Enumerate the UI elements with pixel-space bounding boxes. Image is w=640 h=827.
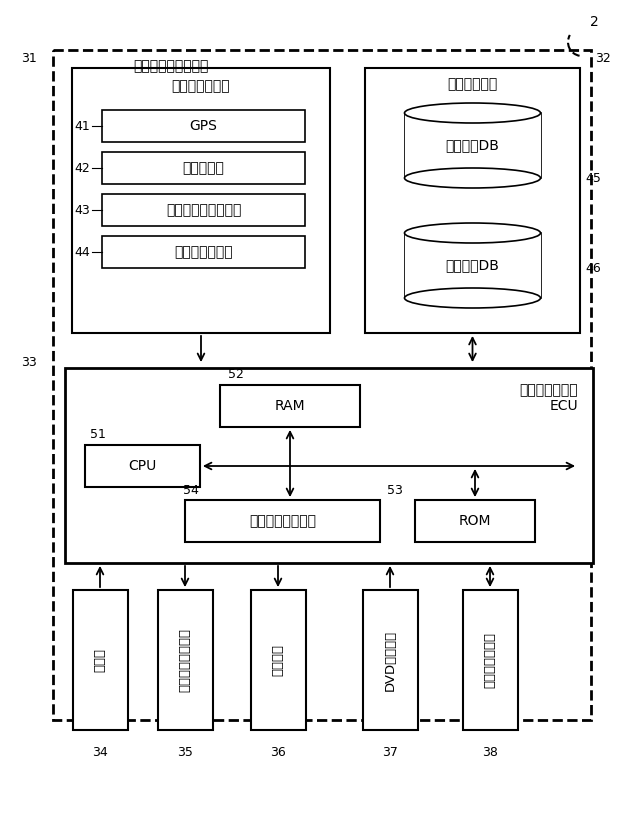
Text: GPS: GPS — [189, 119, 218, 133]
Text: 42: 42 — [74, 161, 90, 174]
Bar — [65, 368, 593, 563]
Ellipse shape — [404, 288, 541, 308]
Bar — [404, 113, 541, 178]
Text: スピーカ: スピーカ — [271, 644, 285, 676]
Text: 46: 46 — [585, 261, 601, 275]
Text: 36: 36 — [270, 745, 286, 758]
Bar — [220, 385, 360, 427]
Text: 38: 38 — [482, 745, 498, 758]
Bar — [365, 68, 580, 333]
Text: ステアリングセンサ: ステアリングセンサ — [166, 203, 241, 217]
Text: DVDドライブ: DVDドライブ — [383, 629, 397, 691]
Text: 車速センサ: 車速センサ — [182, 161, 225, 175]
Ellipse shape — [404, 103, 541, 123]
Text: ROM: ROM — [459, 514, 492, 528]
Text: 33: 33 — [21, 356, 37, 369]
Text: 53: 53 — [387, 484, 403, 496]
Bar — [102, 194, 305, 226]
Bar — [102, 236, 305, 268]
Bar — [362, 590, 417, 730]
Text: 地図情報DB: 地図情報DB — [445, 138, 499, 152]
Text: 35: 35 — [177, 745, 193, 758]
Bar — [102, 152, 305, 184]
Text: 32: 32 — [595, 51, 611, 65]
Bar — [185, 500, 380, 542]
Text: 44: 44 — [74, 246, 90, 259]
Text: 操作部: 操作部 — [93, 648, 106, 672]
Text: 51: 51 — [90, 428, 106, 442]
Text: 41: 41 — [74, 119, 90, 132]
Text: 45: 45 — [585, 171, 601, 184]
Bar — [85, 445, 200, 487]
Text: フラッシュメモリ: フラッシュメモリ — [249, 514, 316, 528]
Bar — [157, 590, 212, 730]
Text: データ記録部: データ記録部 — [447, 77, 498, 91]
Bar — [72, 68, 330, 333]
Text: ECU: ECU — [549, 399, 578, 413]
Text: 37: 37 — [382, 745, 398, 758]
Text: ジャイロセンサ: ジャイロセンサ — [174, 245, 233, 259]
Text: ナビゲーション: ナビゲーション — [520, 383, 578, 397]
Bar — [415, 500, 535, 542]
Bar — [72, 590, 127, 730]
Bar — [53, 50, 591, 720]
Text: 液晶ディスプレイ: 液晶ディスプレイ — [179, 628, 191, 692]
Text: 通信モジュール: 通信モジュール — [483, 632, 497, 688]
Bar — [463, 590, 518, 730]
Text: 配信情報DB: 配信情報DB — [445, 259, 499, 273]
Ellipse shape — [404, 168, 541, 188]
Text: 43: 43 — [74, 203, 90, 217]
Text: CPU: CPU — [129, 459, 157, 473]
Text: RAM: RAM — [275, 399, 305, 413]
Text: ナビゲーション装置: ナビゲーション装置 — [133, 59, 209, 73]
Text: 2: 2 — [590, 15, 599, 29]
Bar — [102, 110, 305, 142]
Text: 34: 34 — [92, 745, 108, 758]
Text: 31: 31 — [21, 51, 37, 65]
Bar — [404, 233, 541, 298]
Ellipse shape — [404, 223, 541, 243]
Text: 現在位置検出部: 現在位置検出部 — [172, 79, 230, 93]
Bar — [250, 590, 305, 730]
Text: 54: 54 — [183, 484, 199, 496]
Text: 52: 52 — [228, 369, 244, 381]
